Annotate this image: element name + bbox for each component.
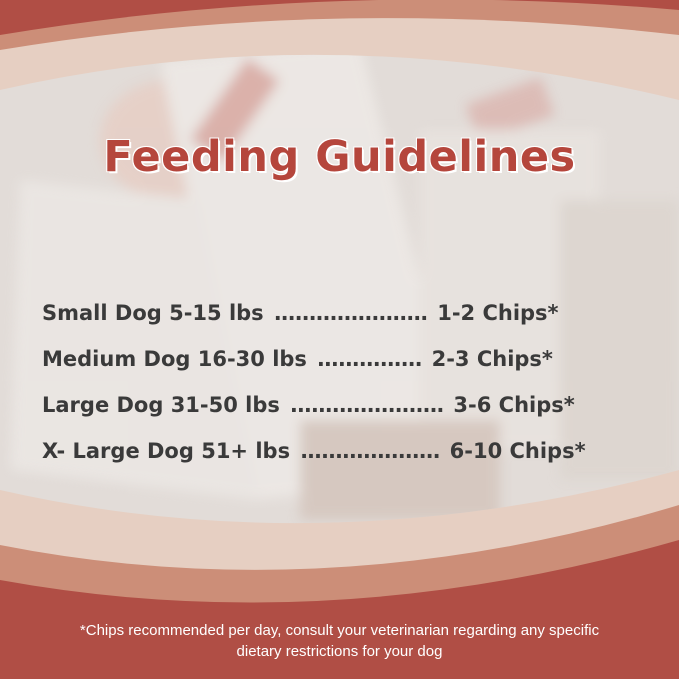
dog-size-label: Medium Dog 16-30 lbs [42, 347, 307, 371]
feeding-row-large: Large Dog 31-50 lbs ....................… [42, 382, 642, 428]
chip-amount: 2-3 Chips* [431, 347, 553, 371]
feeding-table: Small Dog 5-15 lbs .....................… [42, 290, 642, 474]
chip-amount: 1-2 Chips* [437, 301, 559, 325]
feeding-row-medium: Medium Dog 16-30 lbs ............... 2-3… [42, 336, 642, 382]
footnote: *Chips recommended per day, consult your… [0, 620, 679, 662]
footnote-line-1: *Chips recommended per day, consult your… [79, 622, 600, 639]
dot-leader: ...................... [273, 301, 429, 325]
dog-size-label: X- Large Dog 51+ lbs [42, 439, 291, 463]
chip-amount: 6-10 Chips* [449, 439, 586, 463]
dot-leader: ............... [316, 347, 423, 371]
dot-leader: ...................... [289, 393, 445, 417]
feeding-row-xlarge: X- Large Dog 51+ lbs ...................… [42, 428, 642, 474]
chip-amount: 3-6 Chips* [453, 393, 575, 417]
page-title: Feeding Guidelines [103, 132, 576, 182]
dog-size-label: Small Dog 5-15 lbs [42, 301, 264, 325]
feeding-row-small: Small Dog 5-15 lbs .....................… [42, 290, 642, 336]
dot-leader: .................... [300, 439, 441, 463]
dog-size-label: Large Dog 31-50 lbs [42, 393, 280, 417]
footnote-line-2: dietary restrictions for your dog [236, 643, 443, 660]
